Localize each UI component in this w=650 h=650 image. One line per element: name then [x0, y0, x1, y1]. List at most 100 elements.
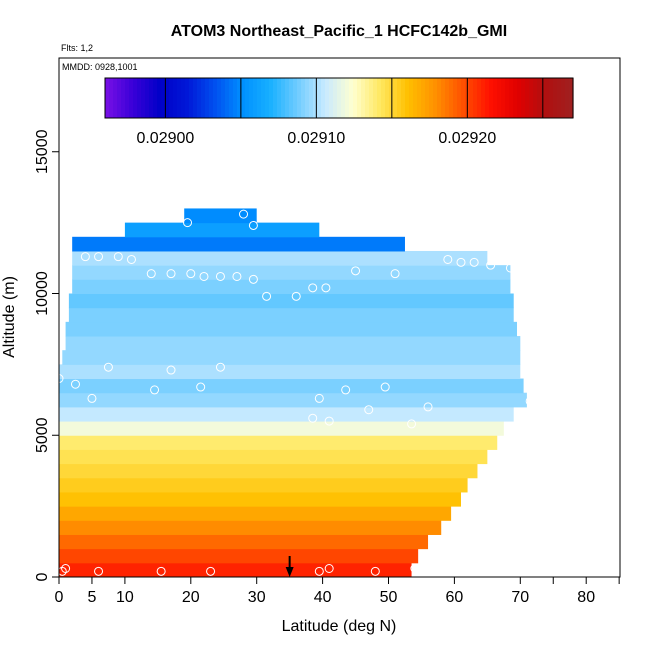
- flight-point: [370, 566, 380, 576]
- heatmap-band: [59, 534, 429, 550]
- colorbar-segment: [261, 78, 266, 118]
- colorbar-segment: [277, 78, 282, 118]
- flight-point: [410, 563, 420, 573]
- flight-point: [248, 274, 258, 284]
- colorbar-segment: [497, 78, 502, 118]
- colorbar-segment: [297, 78, 302, 118]
- colorbar-segment: [169, 78, 174, 118]
- colorbar-segment: [461, 78, 466, 118]
- flight-point: [505, 263, 515, 273]
- flights-label: Flts: 1,2: [61, 43, 93, 53]
- flight-point: [364, 405, 374, 415]
- heatmap-band: [59, 562, 412, 578]
- heatmap-band: [59, 548, 419, 564]
- colorbar-segment: [141, 78, 146, 118]
- x-axis-label: Latitude (deg N): [282, 618, 397, 635]
- heatmap-band: [59, 435, 498, 450]
- flight-point: [186, 269, 196, 279]
- y-axis: 0 5000 10000 15000: [34, 129, 59, 581]
- colorbar-segment: [537, 78, 542, 118]
- x-tick-label: 40: [314, 589, 332, 606]
- heatmap-band: [184, 208, 257, 224]
- y-axis-label: Altitude (m): [1, 276, 18, 358]
- flight-point: [87, 393, 97, 403]
- heatmap-band: [59, 392, 527, 408]
- colorbar-segment: [133, 78, 138, 118]
- colorbar-segment: [493, 78, 498, 118]
- flight-point: [291, 291, 301, 301]
- colorbar-segment: [129, 78, 134, 118]
- heatmap-band: [59, 378, 524, 394]
- flight-point: [314, 393, 324, 403]
- colorbar-segment: [305, 78, 310, 118]
- colorbar-segment: [121, 78, 126, 118]
- colorbar-segment: [501, 78, 506, 118]
- colorbar-segment: [249, 78, 254, 118]
- colorbar-segment: [421, 78, 426, 118]
- colorbar-segment: [449, 78, 454, 118]
- mmdd-label: MMDD: 0928,1001: [62, 62, 138, 72]
- colorbar-segment: [173, 78, 178, 118]
- colorbar-segment: [485, 78, 490, 118]
- colorbar-segment: [109, 78, 114, 118]
- colorbar-segment: [337, 78, 342, 118]
- colorbar-segment: [269, 78, 274, 118]
- flight-point: [423, 402, 433, 412]
- heatmap-band: [72, 236, 405, 252]
- flight-point: [150, 385, 160, 395]
- colorbar-segment: [405, 78, 410, 118]
- flight-point: [321, 283, 331, 293]
- flight-point: [308, 413, 318, 423]
- flight-point: [390, 269, 400, 279]
- x-tick-label: 10: [116, 589, 134, 606]
- colorbar-segment: [481, 78, 486, 118]
- colorbar-segment: [529, 78, 534, 118]
- colorbar-segment: [361, 78, 366, 118]
- colorbar-segment: [517, 78, 522, 118]
- colorbar-segment: [201, 78, 206, 118]
- colorbar-segment: [253, 78, 258, 118]
- colorbar-segment: [401, 78, 406, 118]
- colorbar-segment: [313, 78, 318, 118]
- colorbar-segment: [149, 78, 154, 118]
- colorbar-segment: [145, 78, 150, 118]
- colorbar-segment: [137, 78, 142, 118]
- colorbar-segment: [177, 78, 182, 118]
- flight-point: [351, 266, 361, 276]
- heatmap-band: [124, 222, 320, 238]
- flight-point: [206, 566, 216, 576]
- colorbar-segment: [293, 78, 298, 118]
- colorbar-segment: [357, 78, 362, 118]
- colorbar-segment: [281, 78, 286, 118]
- x-tick-label: 30: [248, 589, 266, 606]
- flight-point: [314, 566, 324, 576]
- colorbar-segment: [365, 78, 370, 118]
- colorbar-segment: [105, 78, 110, 118]
- colorbar-segment: [329, 78, 334, 118]
- colorbar-segment: [393, 78, 398, 118]
- colorbar-segment: [549, 78, 554, 118]
- colorbar-segment: [217, 78, 222, 118]
- colorbar-segment: [213, 78, 218, 118]
- colorbar-segment: [509, 78, 514, 118]
- colorbar-segment: [289, 78, 294, 118]
- flight-point: [324, 563, 334, 573]
- colorbar-segment: [345, 78, 350, 118]
- colorbar-segment: [353, 78, 358, 118]
- colorbar-segment: [565, 78, 570, 118]
- colorbar-segment: [333, 78, 338, 118]
- colorbar-segment: [165, 78, 170, 118]
- x-tick-label: 80: [577, 589, 595, 606]
- heatmap-band: [65, 336, 521, 351]
- x-axis: 0 5 10 20 30 40 50 60 70 80: [55, 577, 620, 606]
- flight-point: [215, 271, 225, 281]
- y-tick-label: 10000: [34, 271, 51, 316]
- colorbar-segment: [153, 78, 158, 118]
- y-tick-label: 5000: [34, 417, 51, 453]
- latitude-marker: [285, 556, 294, 577]
- colorbar-segment: [349, 78, 354, 118]
- colorbar-segment: [477, 78, 482, 118]
- colorbar-segment: [209, 78, 214, 118]
- colorbar-segment: [325, 78, 330, 118]
- flight-point: [57, 566, 67, 576]
